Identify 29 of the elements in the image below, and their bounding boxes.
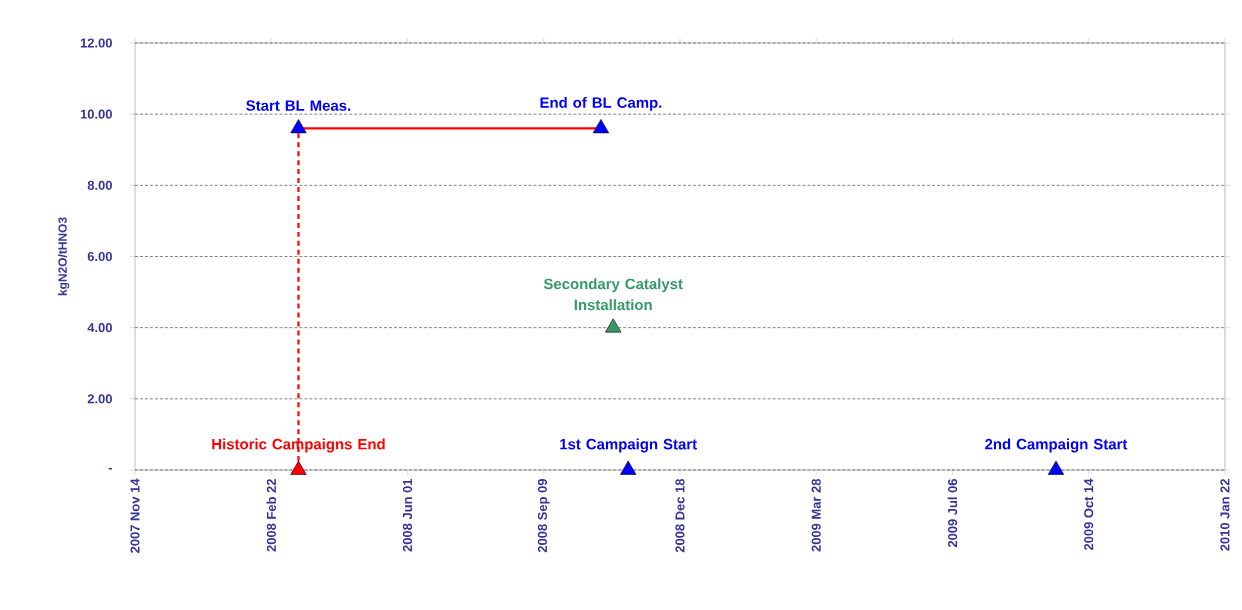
y-tick-label: 10.00 xyxy=(80,109,112,119)
series-label: End of BL Camp. xyxy=(540,96,662,111)
x-tick-label: 2008 Dec 18 xyxy=(675,478,685,553)
x-tick-label: 2008 Sep 09 xyxy=(537,479,550,553)
y-axis-title: kgN2O/tHNO3 xyxy=(58,217,70,296)
y-tick-label: 4.00 xyxy=(87,323,112,333)
series-label: Secondary Catalyst Installation xyxy=(543,278,683,311)
y-tick-label: 6.00 xyxy=(87,251,112,262)
x-tick-label: 2008 Jun 01 xyxy=(402,478,413,552)
y-tick-label: - xyxy=(108,467,112,470)
x-tick-label: 2009 Mar 28 xyxy=(811,478,821,552)
series-label: 1st Campaign Start xyxy=(560,438,697,453)
point xyxy=(290,119,307,134)
point xyxy=(592,119,610,134)
series-label: Start BL Meas. xyxy=(246,100,351,111)
x-tick-label: 2010 Jan 22 xyxy=(1220,479,1230,551)
y-tick-label: 8.00 xyxy=(87,180,112,190)
series-label: Historic Campaigns End xyxy=(212,438,385,453)
y-tick-label: 2.00 xyxy=(87,394,112,404)
y-tick-label: 12.00 xyxy=(80,38,112,48)
point xyxy=(290,460,307,475)
point xyxy=(620,460,637,475)
point xyxy=(1047,460,1065,475)
x-tick-label: 2007 Nov 14 xyxy=(130,478,140,553)
x-tick-label: 2009 Jul 06 xyxy=(947,479,958,548)
series-label: 2nd Campaign Start xyxy=(985,438,1128,453)
x-tick-label: 2008 Feb 22 xyxy=(266,479,276,552)
x-tick-label: 2009 Oct 14 xyxy=(1084,478,1094,551)
point xyxy=(605,318,622,333)
